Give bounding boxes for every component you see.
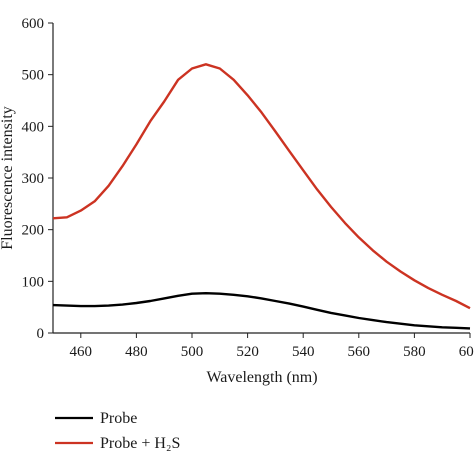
legend: Probe Probe + H₂S (55, 410, 180, 452)
x-tick-label: 520 (236, 344, 259, 360)
y-tick-label: 200 (22, 223, 45, 239)
x-tick-label: 500 (181, 344, 204, 360)
legend-label-probe: Probe (100, 410, 137, 427)
x-axis-label: Wavelength (nm) (206, 369, 317, 386)
series-line-probe-h2s (52, 63, 471, 310)
x-tick-label: 540 (292, 344, 315, 360)
y-tick-label: 600 (22, 16, 45, 32)
x-tick-label: 600 (459, 344, 474, 360)
y-tick-label: 500 (22, 68, 45, 84)
y-axis-label: Fluorescence intensity (0, 106, 16, 250)
x-axis-ticks: 460 480 500 520 540 560 580 600 (70, 333, 474, 360)
y-tick-label: 100 (22, 274, 45, 290)
x-tick-label: 480 (125, 344, 148, 360)
x-tick-label: 460 (70, 344, 93, 360)
y-axis-ticks: 0 100 200 300 400 500 600 (22, 16, 53, 342)
y-tick-label: 400 (22, 119, 45, 135)
x-tick-label: 580 (403, 344, 426, 360)
x-tick-label: 560 (348, 344, 371, 360)
y-tick-label: 300 (22, 171, 45, 187)
series-lines (52, 63, 471, 330)
legend-label-probe-h2s: Probe + H₂S (100, 435, 180, 452)
y-tick-label: 0 (37, 326, 45, 342)
series-line-probe (52, 292, 471, 330)
